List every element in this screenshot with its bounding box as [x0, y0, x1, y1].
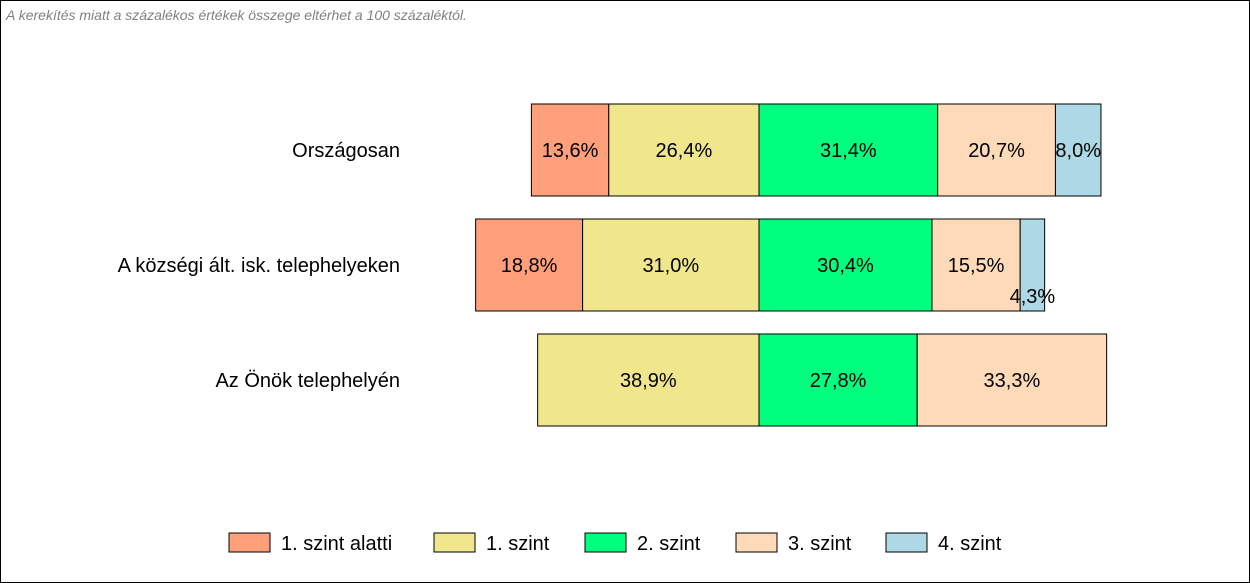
data-label: 38,9%: [620, 370, 677, 392]
data-label: 26,4%: [656, 140, 713, 162]
category-label: A községi ált. isk. telephelyeken: [118, 255, 400, 277]
bar-segment: [1054, 103, 1102, 197]
data-label: 27,8%: [810, 370, 867, 392]
bar-segment: [475, 218, 584, 312]
legend-label: 2. szint: [637, 533, 701, 555]
data-label: 33,3%: [984, 370, 1041, 392]
data-label: 15,5%: [948, 255, 1005, 277]
legend-label: 3. szint: [788, 533, 852, 555]
legend-label: 4. szint: [938, 533, 1002, 555]
data-label: 31,0%: [642, 255, 699, 277]
data-label: 20,7%: [968, 140, 1025, 162]
legend-swatch: [885, 532, 928, 553]
bar-segment: [582, 218, 760, 312]
legend-label: 1. szint alatti: [281, 533, 392, 555]
bar-segment: [916, 333, 1108, 427]
data-label: 8,0%: [1055, 140, 1101, 162]
bar-segment: [937, 103, 1056, 197]
category-label: Országosan: [292, 140, 400, 162]
bar-segment: [758, 333, 918, 427]
bar-segment: [758, 218, 933, 312]
bar-segment: [537, 333, 760, 427]
data-label: 31,4%: [820, 140, 877, 162]
bar-segment: [931, 218, 1021, 312]
data-label: 13,6%: [542, 140, 599, 162]
bar-segment: [1019, 218, 1046, 312]
bar-segment: [758, 103, 939, 197]
category-label: Az Önök telephelyén: [215, 370, 400, 392]
legend-swatch: [433, 532, 476, 553]
data-label: 30,4%: [817, 255, 874, 277]
legend-swatch: [228, 532, 271, 553]
legend-label: 1. szint: [486, 533, 550, 555]
rounding-note: A kerekítés miatt a százalékos értékek ö…: [6, 7, 467, 23]
legend-swatch: [584, 532, 627, 553]
legend-swatch: [735, 532, 778, 553]
bar-segment: [530, 103, 610, 197]
data-label: 18,8%: [501, 255, 558, 277]
data-label: 4,3%: [1010, 286, 1056, 308]
